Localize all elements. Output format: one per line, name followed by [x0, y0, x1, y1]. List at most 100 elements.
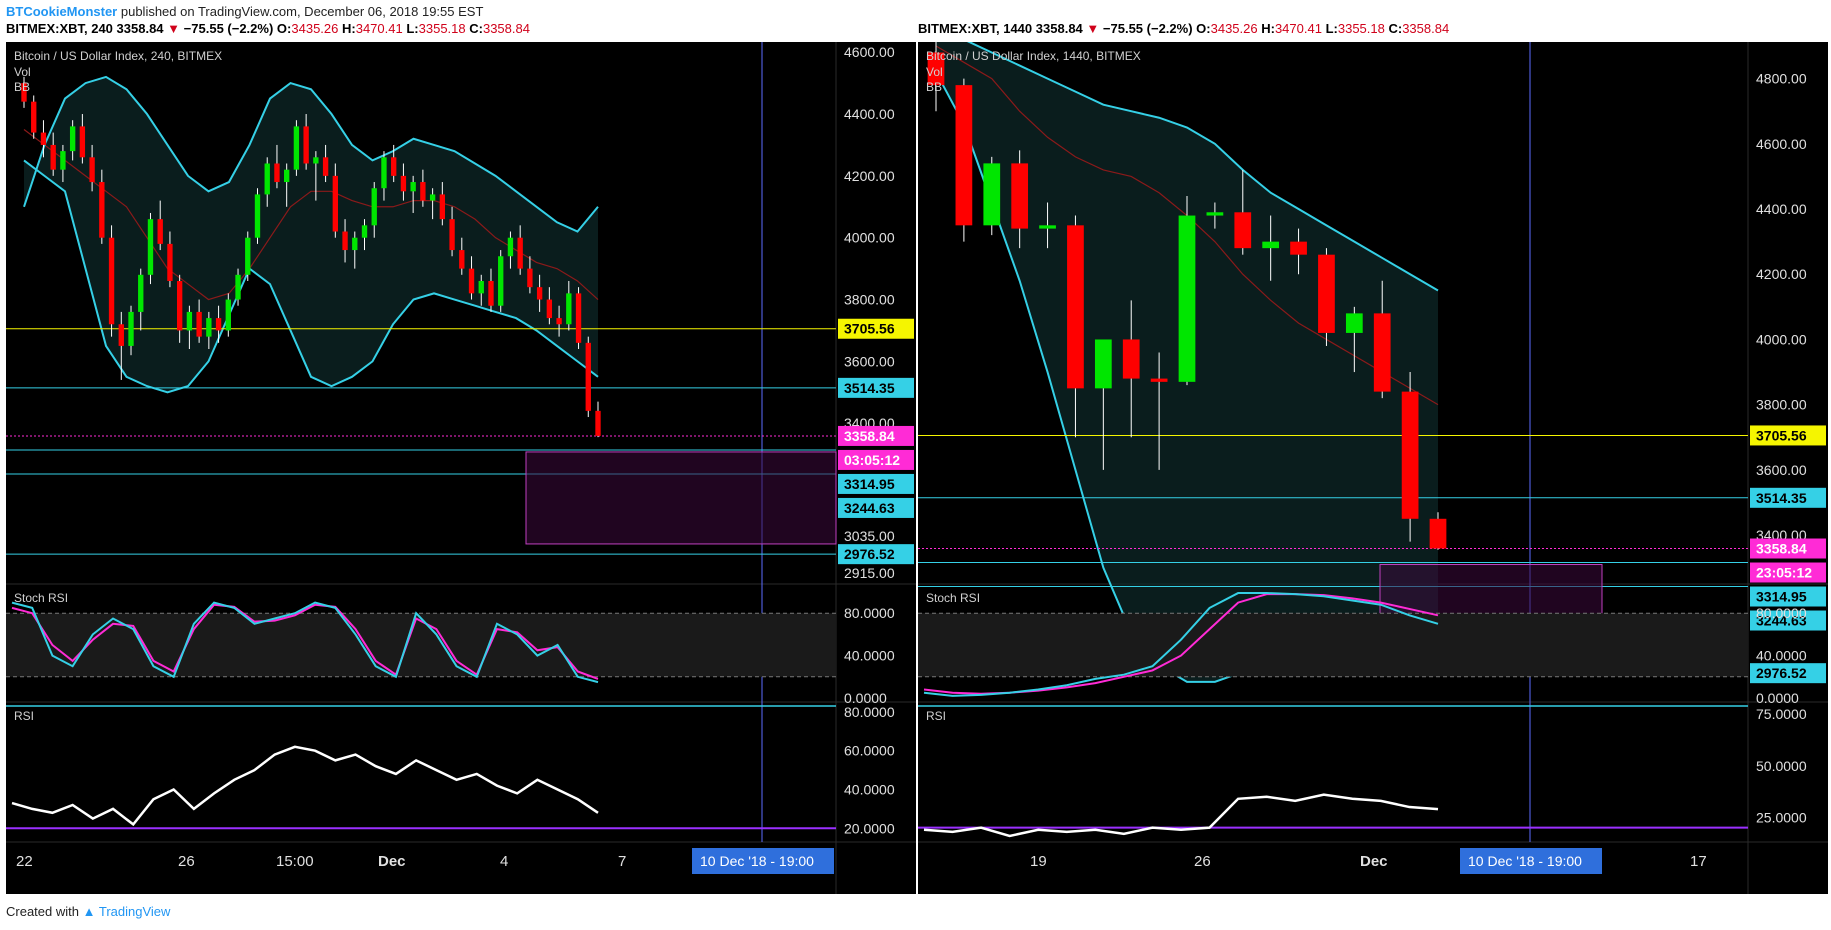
price-badge — [838, 497, 914, 518]
chart-svg-left[interactable]: Bitcoin / US Dollar Index, 240, BITMEX Vo… — [6, 42, 916, 894]
candle-body — [235, 274, 241, 300]
candle-body — [245, 237, 251, 275]
candle-body — [40, 132, 47, 145]
candle-body — [536, 287, 543, 300]
close-value: 3358.84 — [1402, 21, 1450, 36]
author-link[interactable]: BTCookieMonster — [6, 4, 118, 19]
chart-title: Bitcoin / US Dollar Index, 1440, BITMEX — [926, 49, 1141, 63]
candle-body — [128, 311, 134, 346]
open-label: O: — [1196, 21, 1211, 36]
time-tick-label: 19 — [1030, 853, 1047, 870]
bb-upper-line — [935, 28, 1439, 292]
candle-body — [342, 231, 348, 251]
candle-body — [138, 274, 144, 312]
price-tick-label: 4400.00 — [1756, 201, 1807, 217]
price-badge — [1750, 610, 1826, 631]
rsi-title: RSI — [14, 709, 34, 723]
stoch-title: Stoch RSI — [926, 591, 980, 605]
price-tick-label: 4800.00 — [1756, 71, 1807, 87]
price-badge-label: 3244.63 — [1756, 613, 1807, 629]
price-badge-label: 2976.52 — [844, 546, 895, 562]
price-tick-label: 4200.00 — [1756, 266, 1807, 282]
price-badge — [1750, 562, 1826, 583]
stoch-band — [918, 613, 1748, 677]
price-badge-label: 03:05:12 — [844, 452, 900, 468]
stoch-title: Stoch RSI — [14, 591, 68, 605]
last-price: 3358.84 — [1035, 21, 1083, 36]
candle-body — [1318, 254, 1335, 333]
price-tick-label: 3600.00 — [1756, 462, 1807, 478]
candle-body — [420, 182, 426, 201]
stoch-tick-label: 80.0000 — [1756, 605, 1807, 621]
candle-body — [293, 126, 300, 170]
chart-panel-right[interactable]: Bitcoin / US Dollar Index, 1440, BITMEX V… — [918, 28, 1828, 894]
candle-body — [468, 268, 475, 294]
candle-body — [546, 299, 553, 319]
time-tick-label: Dec — [378, 853, 406, 870]
price-badge — [1750, 538, 1826, 559]
price-badge — [838, 425, 914, 446]
time-tick-label: 7 — [618, 853, 626, 870]
candle-body — [89, 157, 95, 183]
time-tick-label: 26 — [1194, 853, 1211, 870]
price-badge-label: 3314.95 — [1756, 589, 1807, 605]
stoch-tick-label: 0.0000 — [1756, 690, 1799, 706]
candle-body — [1262, 241, 1280, 249]
candle-body — [186, 311, 193, 331]
price-tick-label: 4600.00 — [844, 44, 895, 60]
price-change: −75.55 (−2.2%) — [183, 21, 274, 36]
price-tick-label: 3800.00 — [1756, 397, 1807, 413]
price-tick-label: 4000.00 — [1756, 331, 1807, 347]
candle-body — [507, 237, 514, 257]
high-label: H: — [342, 21, 356, 36]
high-value: 3470.41 — [1274, 21, 1322, 36]
chart-svg-right[interactable]: Bitcoin / US Dollar Index, 1440, BITMEX V… — [918, 28, 1828, 894]
candle-body — [1039, 225, 1056, 229]
close-value: 3358.84 — [482, 21, 530, 36]
chart-panel-left[interactable]: Bitcoin / US Dollar Index, 240, BITMEX Vo… — [6, 42, 916, 894]
price-badge-label: 3514.35 — [1756, 490, 1807, 506]
legend-item: Vol — [14, 65, 31, 79]
candle-body — [264, 163, 270, 195]
candle-body — [206, 318, 212, 337]
price-tick-label: 3035.00 — [844, 528, 895, 544]
time-tick-label: 26 — [178, 853, 195, 870]
legend-item: BB — [14, 80, 30, 94]
price-badge — [838, 449, 914, 470]
target-box — [525, 451, 837, 545]
stoch-tick-label: 80.0000 — [844, 605, 895, 621]
candle-body — [284, 169, 290, 183]
price-badge-label: 3314.95 — [844, 476, 895, 492]
candle-body — [927, 52, 945, 86]
price-badge-label: 23:05:12 — [1756, 565, 1812, 581]
price-badge — [838, 377, 914, 398]
tradingview-logo-icon: ▲ — [82, 904, 96, 919]
symbol-label: BITMEX:XBT, 240 — [6, 21, 113, 36]
price-change: −75.55 (−2.2%) — [1102, 21, 1193, 36]
last-price: 3358.84 — [116, 21, 164, 36]
candle-body — [79, 126, 86, 158]
candle-body — [361, 225, 368, 238]
candle-body — [478, 280, 484, 294]
candle-body — [1290, 241, 1307, 255]
price-tick-label: 3800.00 — [844, 292, 895, 308]
candle-body — [215, 318, 222, 331]
price-tick-label: 4000.00 — [844, 230, 895, 246]
bb-upper-line — [23, 75, 599, 233]
candle-body — [1373, 313, 1391, 392]
tradingview-brand[interactable]: TradingView — [98, 904, 171, 919]
rsi-tick-label: 50.0000 — [1756, 758, 1807, 774]
candle-body — [157, 219, 163, 244]
candle-body — [1206, 212, 1224, 216]
price-tick-label: 3600.00 — [844, 353, 895, 369]
bb-lower-line — [23, 159, 599, 394]
candle-body — [381, 157, 387, 189]
open-label: O: — [276, 21, 292, 36]
price-badge — [838, 473, 914, 494]
price-tick-label: 4400.00 — [844, 106, 895, 122]
footer: Created with ▲ TradingView — [6, 904, 170, 919]
chart-title: Bitcoin / US Dollar Index, 240, BITMEX — [14, 49, 222, 63]
price-badge — [1750, 487, 1826, 508]
candle-body — [459, 250, 465, 269]
time-badge-label: 10 Dec '18 - 19:00 — [700, 853, 814, 869]
